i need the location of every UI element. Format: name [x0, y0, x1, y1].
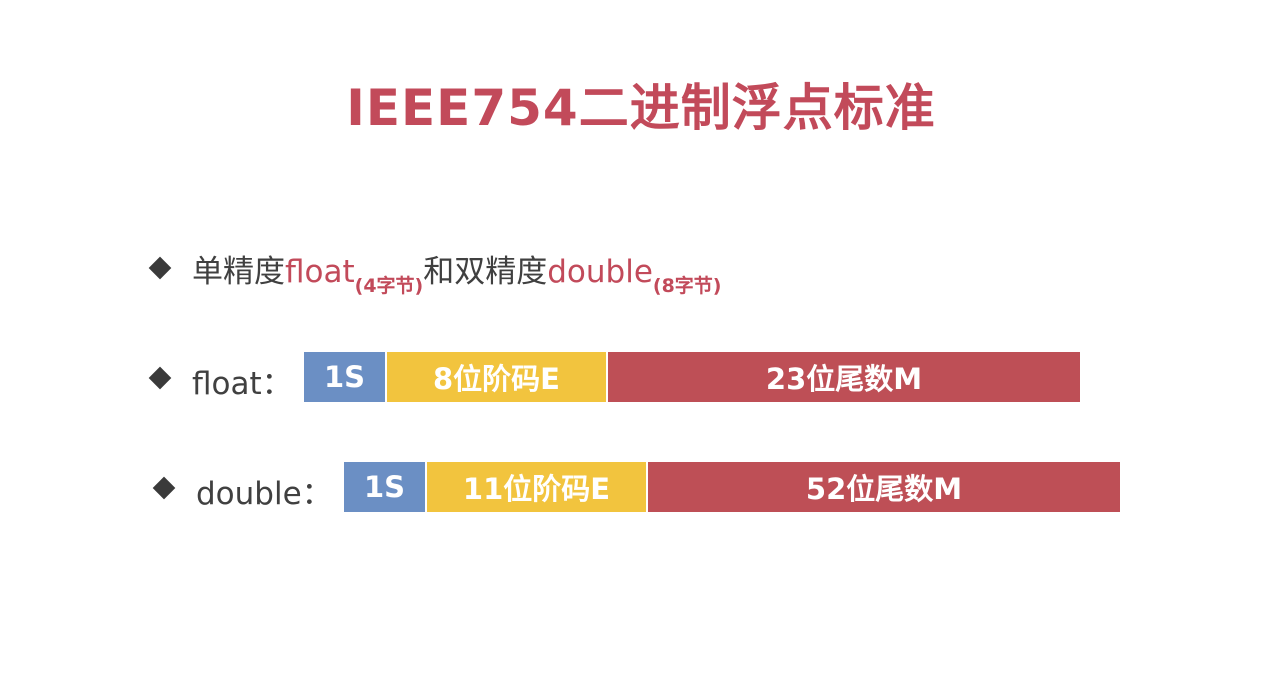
mantissa-segment: 23位尾数M: [608, 352, 1080, 402]
row-label: double：: [196, 476, 333, 512]
bullet: [148, 366, 172, 390]
intro-text: 单精度: [192, 254, 285, 290]
sign-segment: 1S: [304, 352, 385, 402]
row-label: float：: [192, 366, 293, 402]
exponent-segment: 8位阶码E: [387, 352, 606, 402]
intro-size: (4字节): [354, 275, 424, 297]
sign-segment: 1S: [344, 462, 425, 512]
intro-keyword: double: [547, 254, 653, 290]
intro-keyword: float: [285, 254, 355, 290]
intro-size: (8字节): [652, 275, 722, 297]
bullet: [152, 476, 176, 500]
bullet: [148, 256, 172, 280]
intro-line: 单精度float(4字节)和双精度double(8字节): [192, 246, 722, 297]
exponent-segment: 11位阶码E: [427, 462, 646, 512]
slide-title: IEEE754二进制浮点标准: [346, 79, 936, 137]
intro-text: 和双精度: [423, 254, 548, 290]
mantissa-segment: 52位尾数M: [648, 462, 1120, 512]
